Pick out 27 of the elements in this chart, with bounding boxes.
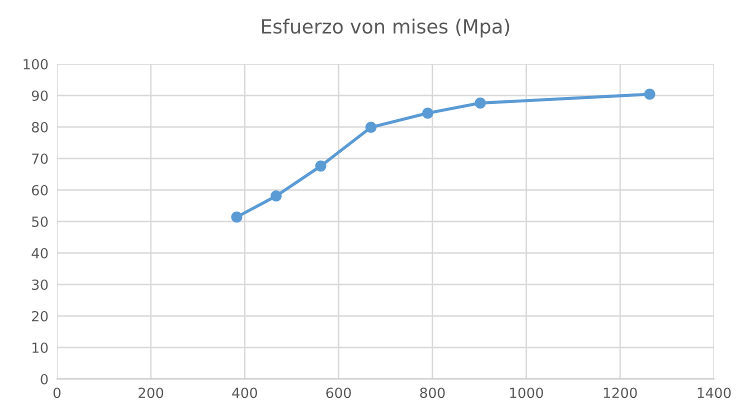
x-tick-label: 0 bbox=[53, 388, 60, 398]
point bbox=[422, 108, 434, 119]
x-tick-label: 200 bbox=[138, 388, 164, 398]
y-tick-label: 50 bbox=[32, 216, 48, 227]
point bbox=[644, 88, 656, 100]
y-tick-label: 60 bbox=[32, 184, 48, 196]
y-tick-label: 0 bbox=[40, 374, 48, 384]
point bbox=[231, 212, 242, 223]
y-tick-label: 10 bbox=[32, 342, 48, 353]
point bbox=[365, 122, 377, 133]
y-tick-label: 40 bbox=[32, 248, 48, 258]
y-tick-label: 30 bbox=[32, 279, 48, 290]
y-tick-label: 100 bbox=[24, 58, 48, 70]
y-tick-label: 20 bbox=[32, 310, 48, 322]
x-tick-label: 1200 bbox=[604, 388, 637, 398]
x-tick-label: 600 bbox=[326, 388, 351, 398]
y-tick-label: 70 bbox=[32, 153, 48, 164]
y-tick-label: 90 bbox=[32, 90, 48, 101]
x-tick-label: 400 bbox=[232, 388, 258, 398]
point bbox=[474, 98, 486, 109]
x-tick-label: 1000 bbox=[510, 388, 544, 398]
point bbox=[270, 190, 282, 202]
y-tick-label: 80 bbox=[32, 122, 48, 132]
chart-title: Esfuerzo von mises (Mpa) bbox=[262, 18, 510, 38]
x-tick-label: 1400 bbox=[698, 388, 731, 398]
point bbox=[315, 160, 326, 172]
x-tick-label: 800 bbox=[420, 388, 445, 398]
